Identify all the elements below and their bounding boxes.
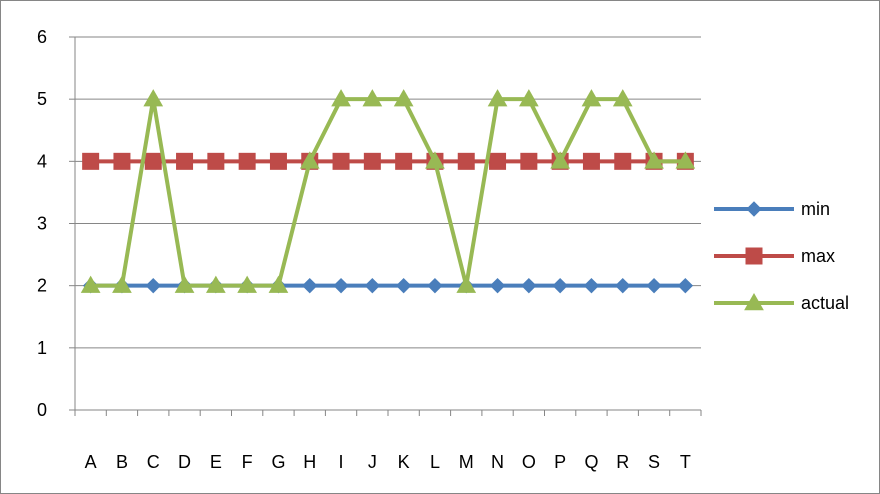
series-max: [82, 152, 694, 170]
x-tick-label: L: [430, 452, 440, 472]
data-point-min: [521, 277, 537, 294]
data-point-actual: [331, 89, 351, 107]
data-point-actual: [487, 89, 508, 107]
x-tick-label: O: [522, 452, 536, 472]
legend-marker-actual: [744, 292, 764, 311]
data-point-max: [176, 152, 194, 170]
x-tick-label: N: [491, 452, 504, 472]
data-point-max: [332, 152, 350, 170]
x-tick-label: I: [339, 452, 344, 472]
x-tick-label: M: [459, 452, 474, 472]
data-point-max: [269, 152, 287, 170]
data-point-actual: [237, 275, 258, 293]
data-point-max: [395, 152, 413, 170]
data-point-actual: [518, 89, 539, 107]
data-point-min: [302, 277, 318, 294]
data-point-max: [238, 152, 256, 170]
y-tick-label: 1: [37, 338, 47, 358]
data-point-actual: [174, 275, 195, 293]
data-point-actual: [550, 151, 571, 169]
data-point-min: [615, 277, 631, 294]
data-point-min: [333, 277, 349, 294]
data-point-min: [552, 277, 568, 294]
x-tick-label: S: [648, 452, 660, 472]
legend-marker-min: [746, 201, 762, 217]
x-tick-label: J: [368, 452, 377, 472]
y-tick-label: 0: [37, 400, 47, 420]
data-point-max: [113, 152, 131, 170]
legend-item-actual: actual: [714, 292, 849, 313]
x-tick-label: B: [116, 452, 128, 472]
data-point-max: [363, 152, 381, 170]
data-point-actual: [393, 89, 414, 107]
data-point-actual: [612, 89, 633, 107]
legend-label-min: min: [801, 199, 830, 219]
legend-label-actual: actual: [801, 293, 849, 313]
legend-item-min: min: [714, 199, 830, 219]
x-tick-label: E: [210, 452, 222, 472]
data-point-actual: [456, 275, 477, 293]
data-point-max: [82, 152, 100, 170]
data-point-min: [145, 277, 161, 294]
x-tick-label: D: [178, 452, 191, 472]
data-point-actual: [581, 89, 602, 107]
data-point-max: [582, 152, 600, 170]
x-tick-label: P: [554, 452, 566, 472]
data-point-actual: [425, 151, 445, 169]
data-point-actual: [143, 89, 164, 107]
data-point-max: [457, 152, 475, 170]
data-point-min: [364, 277, 381, 294]
x-tick-label: Q: [584, 452, 598, 472]
series-actual: [80, 89, 696, 293]
data-point-actual: [644, 151, 664, 169]
data-point-max: [144, 152, 162, 170]
y-tick-label: 5: [37, 89, 47, 109]
x-tick-label: C: [147, 452, 160, 472]
data-point-min: [395, 277, 412, 294]
series-layer: [80, 89, 696, 294]
x-tick-label: R: [616, 452, 629, 472]
data-point-actual: [299, 151, 320, 169]
series-min: [82, 277, 694, 294]
data-point-actual: [112, 275, 132, 293]
x-tick-label: G: [271, 452, 285, 472]
data-point-max: [489, 152, 507, 170]
data-point-min: [677, 277, 694, 294]
data-point-min: [489, 277, 506, 294]
x-tick-label: T: [680, 452, 691, 472]
data-point-min: [427, 277, 443, 294]
x-tick-label: H: [303, 452, 316, 472]
data-point-max: [520, 152, 538, 170]
data-point-actual: [362, 89, 383, 107]
y-tick-label: 4: [37, 151, 47, 171]
y-tick-label: 3: [37, 214, 47, 234]
data-point-actual: [675, 151, 696, 169]
data-point-actual: [80, 275, 101, 293]
x-tick-label: A: [85, 452, 97, 472]
data-point-min: [646, 277, 662, 294]
series-line-actual: [90, 97, 686, 288]
data-point-actual: [205, 275, 226, 293]
legend-item-max: max: [714, 246, 835, 266]
data-point-min: [583, 277, 600, 294]
y-axis-ticks: 0 1 2 3 4 5 6: [37, 27, 75, 420]
y-tick-label: 6: [37, 27, 47, 47]
y-tick-label: 2: [37, 276, 47, 296]
data-point-max: [207, 152, 225, 170]
legend-marker-max: [745, 247, 763, 265]
data-point-actual: [268, 275, 289, 293]
legend-label-max: max: [801, 246, 835, 266]
legend: min max actual: [714, 199, 849, 313]
x-tick-label: K: [398, 452, 410, 472]
x-tick-label: F: [242, 452, 253, 472]
data-point-max: [614, 152, 632, 170]
